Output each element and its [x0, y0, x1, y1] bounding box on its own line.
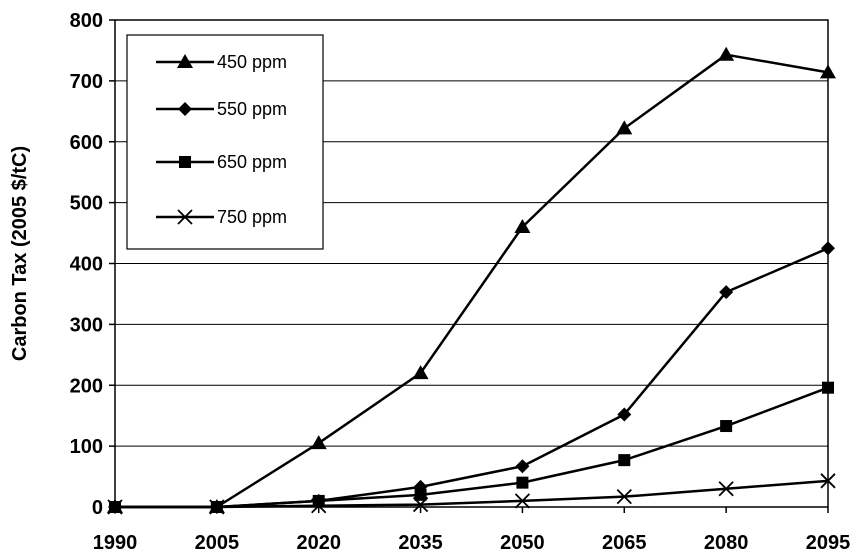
legend-entry: 650 ppm [156, 152, 287, 172]
data-point [719, 285, 734, 300]
data-point [718, 481, 734, 497]
y-tick-label: 500 [70, 193, 103, 215]
x-tick-label: 2080 [704, 532, 749, 554]
legend-label: 550 ppm [217, 99, 287, 119]
data-point [617, 407, 632, 422]
x-tick-label: 2020 [296, 532, 341, 554]
data-point [414, 488, 427, 501]
legend-marker [177, 54, 193, 68]
y-tick-label: 400 [70, 254, 103, 276]
series-650-ppm [109, 381, 834, 513]
legend: 450 ppm 550 ppm 650 ppm 750 ppm [126, 34, 324, 250]
legend-marker [178, 102, 192, 116]
legend-marker [179, 156, 191, 168]
x-tick-label: 1990 [93, 532, 138, 554]
data-point [107, 499, 123, 515]
data-point [718, 46, 735, 61]
series-layer [107, 46, 836, 515]
legend-label: 650 ppm [217, 152, 287, 172]
y-tick-label: 0 [92, 497, 103, 519]
x-tick-label: 2050 [500, 532, 545, 554]
series-550-ppm [108, 241, 835, 514]
y-tick-label: 100 [70, 436, 103, 458]
data-point [618, 454, 631, 467]
data-point [720, 420, 733, 433]
y-tick-labels: 0 100 200 300 400 500 600 700 800 [70, 10, 115, 519]
series-line [115, 247, 829, 509]
legend-label: 750 ppm [217, 207, 287, 227]
data-point [822, 381, 834, 394]
data-point [516, 476, 529, 489]
series-line [115, 53, 829, 509]
x-tick-labels: 1990 2005 2020 2035 2050 2065 2080 2095 [93, 507, 851, 554]
data-point [209, 499, 225, 515]
data-point [616, 120, 633, 135]
x-tick-label: 2065 [602, 532, 647, 554]
legend-marker [177, 209, 193, 225]
legend-box [126, 34, 324, 250]
plot-area [114, 19, 829, 508]
data-point [820, 473, 836, 489]
legend-entry: 550 ppm [156, 99, 287, 119]
y-axis-title: Carbon Tax (2005 $/tC) [9, 146, 31, 361]
data-point [515, 459, 530, 474]
y-tick-label: 600 [70, 132, 103, 154]
data-point [412, 496, 429, 513]
data-point [514, 493, 531, 509]
data-point [514, 218, 531, 233]
data-point [310, 435, 327, 450]
legend-label: 450 ppm [217, 52, 287, 72]
x-tick-label: 2095 [806, 532, 851, 554]
data-point [412, 365, 429, 380]
series-750-ppm [107, 473, 836, 515]
legend-entry: 450 ppm [156, 52, 287, 72]
data-point [311, 498, 327, 514]
y-tick-label: 300 [70, 314, 103, 336]
data-point [821, 241, 835, 256]
x-tick-label: 2035 [398, 532, 443, 554]
y-tick-label: 700 [70, 71, 103, 93]
series-line [115, 479, 829, 509]
y-tick-label: 200 [70, 375, 103, 397]
x-tick-label: 2005 [195, 532, 240, 554]
legend-entry: 750 ppm [156, 207, 287, 227]
y-tick-label: 800 [70, 10, 103, 32]
data-point [820, 64, 836, 79]
series-450-ppm [107, 46, 836, 513]
data-point [616, 489, 632, 505]
